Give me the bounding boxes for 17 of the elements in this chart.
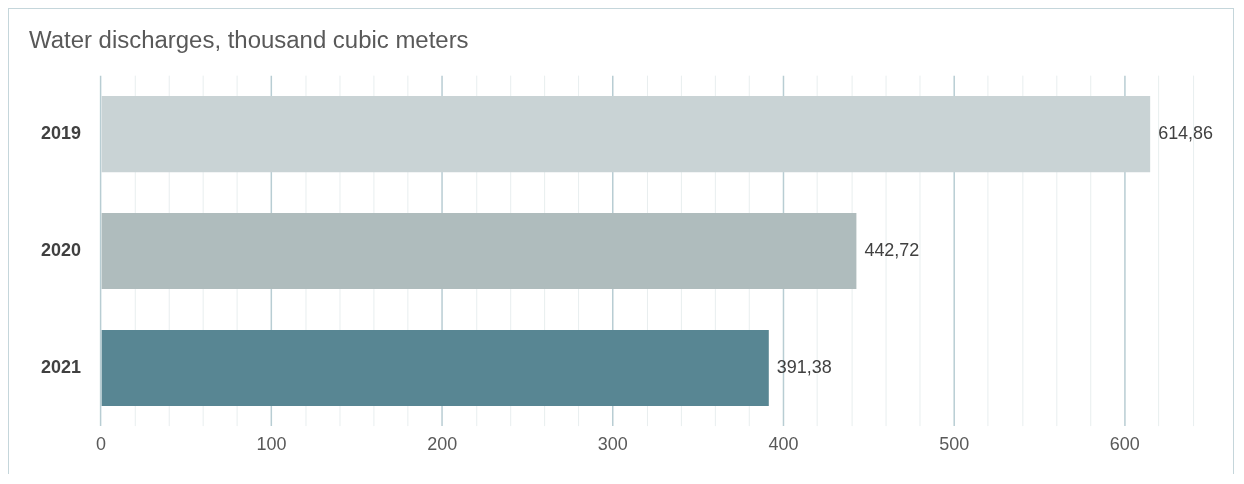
- data-label: 614,86: [1158, 123, 1214, 144]
- bar: [101, 213, 857, 290]
- x-tick-label: 100: [256, 434, 287, 455]
- x-tick-label: 400: [768, 434, 799, 455]
- y-tick-label: 2020: [40, 240, 81, 261]
- chart-title: Water discharges, thousand cubic meters: [28, 25, 469, 53]
- x-tick-label: 500: [939, 434, 970, 455]
- data-label: 442,72: [864, 240, 920, 261]
- x-tick-label: 200: [427, 434, 458, 455]
- x-tick-label: 600: [1109, 434, 1140, 455]
- y-tick-label: 2019: [40, 123, 81, 144]
- bar: [101, 96, 1151, 173]
- x-tick-label: 300: [597, 434, 628, 455]
- data-label: 391,38: [776, 356, 832, 377]
- x-tick-label: 0: [95, 434, 106, 455]
- bar: [101, 330, 769, 407]
- y-tick-label: 2021: [40, 356, 81, 377]
